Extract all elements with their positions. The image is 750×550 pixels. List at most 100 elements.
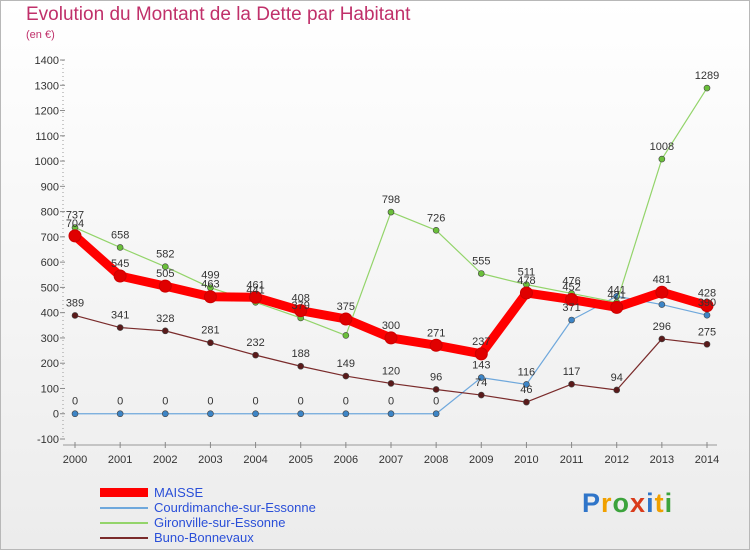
data-label: 46 — [520, 384, 532, 396]
data-point — [387, 208, 395, 216]
brand-letter: r — [601, 488, 613, 518]
brand-letter: i — [664, 488, 674, 518]
y-tick-label: 400 — [41, 308, 59, 320]
data-label: 379 — [292, 300, 310, 312]
legend-swatch — [100, 536, 148, 539]
data-label: 390 — [698, 297, 716, 309]
data-label: 271 — [427, 327, 445, 339]
data-point — [252, 410, 259, 418]
y-tick-label: 700 — [41, 232, 59, 244]
data-label: 1008 — [650, 141, 674, 153]
data-label: 0 — [388, 396, 394, 408]
data-label: 737 — [66, 210, 84, 222]
chart-unit-label: (en €) — [26, 29, 55, 41]
data-point — [432, 386, 440, 393]
data-label: 704 — [66, 218, 84, 230]
legend-swatch — [100, 488, 148, 497]
y-tick-label: -100 — [37, 434, 59, 446]
data-label: 275 — [698, 326, 716, 338]
data-label: 0 — [298, 396, 304, 408]
data-point — [477, 391, 485, 399]
data-label: 481 — [653, 274, 671, 286]
data-label: 0 — [72, 396, 78, 408]
y-tick-label: 300 — [41, 333, 59, 345]
y-tick-label: 200 — [41, 358, 59, 370]
x-tick-label: 2004 — [243, 454, 267, 466]
data-label: 300 — [382, 320, 400, 332]
data-label: 452 — [562, 282, 580, 294]
x-tick-label: 2010 — [514, 454, 538, 466]
y-tick-label: 1200 — [35, 106, 59, 118]
data-label: 0 — [117, 396, 123, 408]
data-label: 74 — [475, 377, 487, 389]
data-label: 476 — [562, 275, 580, 287]
data-point — [477, 270, 485, 277]
y-tick-label: 1000 — [35, 156, 59, 168]
data-label: 1289 — [695, 70, 719, 82]
x-tick-label: 2007 — [379, 454, 403, 466]
data-point — [384, 331, 398, 345]
data-point — [294, 304, 308, 318]
data-label: 441 — [246, 284, 264, 296]
data-label: 421 — [608, 289, 626, 301]
legend-label: Gironville-sur-Essonne — [154, 515, 286, 530]
legend-swatch — [100, 506, 148, 509]
data-label: 0 — [343, 396, 349, 408]
x-tick-label: 2009 — [469, 454, 493, 466]
data-point — [297, 410, 305, 418]
x-tick-label: 2008 — [424, 454, 448, 466]
data-label: 499 — [201, 270, 219, 282]
data-point — [158, 279, 172, 293]
data-label: 341 — [111, 310, 129, 322]
data-point — [474, 347, 488, 361]
data-point — [429, 338, 443, 352]
data-point — [703, 311, 711, 319]
data-point — [613, 386, 621, 394]
data-point — [387, 410, 395, 418]
x-tick-label: 2011 — [560, 454, 584, 466]
data-point — [432, 226, 440, 234]
data-label: 149 — [337, 358, 355, 370]
data-point — [207, 339, 214, 347]
data-point — [252, 351, 259, 359]
brand-letter: i — [646, 488, 655, 518]
data-label: 461 — [246, 279, 264, 291]
brand-letter: P — [582, 488, 602, 518]
brand-letter: x — [630, 488, 647, 518]
data-point — [658, 155, 666, 163]
data-point — [342, 410, 350, 418]
data-point — [700, 299, 714, 313]
data-label: 371 — [562, 302, 580, 314]
data-label: 143 — [472, 360, 490, 372]
data-point — [342, 332, 350, 339]
data-label: 389 — [66, 297, 84, 309]
data-point — [113, 269, 127, 283]
data-label: 582 — [156, 249, 174, 261]
y-tick-label: 0 — [53, 409, 59, 421]
data-label: 441 — [608, 284, 626, 296]
data-point — [342, 372, 350, 380]
data-point — [71, 410, 79, 418]
data-label: 237 — [472, 336, 490, 348]
data-label: 188 — [292, 348, 310, 360]
x-tick-label: 2013 — [650, 454, 674, 466]
data-label: 120 — [382, 365, 400, 377]
data-point — [116, 244, 124, 251]
data-label: 328 — [156, 313, 174, 325]
legend-swatch — [100, 521, 148, 524]
x-tick-label: 2002 — [153, 454, 177, 466]
data-point — [339, 312, 353, 326]
x-tick-label: 2001 — [108, 454, 132, 466]
y-tick-label: 1300 — [35, 80, 59, 92]
data-point — [568, 380, 575, 388]
chart-title: Evolution du Montant de la Dette par Hab… — [26, 4, 411, 25]
data-label: 116 — [518, 366, 536, 378]
data-label: 94 — [611, 372, 623, 384]
data-point — [703, 84, 711, 92]
data-label: 408 — [292, 293, 310, 305]
data-point — [565, 293, 579, 307]
data-point — [477, 374, 485, 381]
y-tick-label: 1400 — [35, 55, 59, 67]
brand-logo: Proxiti — [582, 488, 673, 519]
x-tick-label: 2014 — [695, 454, 719, 466]
